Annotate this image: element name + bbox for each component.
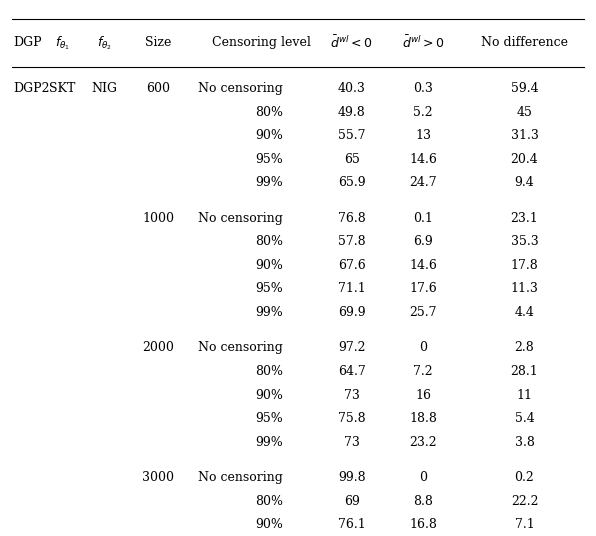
Text: 90%: 90% (255, 259, 283, 272)
Text: 64.7: 64.7 (338, 365, 365, 378)
Text: Size: Size (145, 36, 171, 49)
Text: 11.3: 11.3 (511, 282, 538, 295)
Text: DGP: DGP (13, 36, 42, 49)
Text: 95%: 95% (255, 153, 283, 166)
Text: 0: 0 (419, 471, 427, 484)
Text: 7.2: 7.2 (414, 365, 433, 378)
Text: 40.3: 40.3 (338, 82, 365, 95)
Text: 16: 16 (415, 389, 431, 401)
Text: 3.8: 3.8 (514, 436, 535, 449)
Text: 9.4: 9.4 (514, 176, 535, 189)
Text: 90%: 90% (255, 518, 283, 531)
Text: 16.8: 16.8 (409, 518, 437, 531)
Text: No censoring: No censoring (198, 471, 283, 484)
Text: 80%: 80% (255, 106, 283, 118)
Text: 76.8: 76.8 (338, 212, 365, 225)
Text: SKT: SKT (49, 82, 76, 95)
Text: No censoring: No censoring (198, 212, 283, 225)
Text: 73: 73 (344, 389, 359, 401)
Text: 5.4: 5.4 (514, 412, 535, 425)
Text: 99%: 99% (255, 306, 283, 319)
Text: 35.3: 35.3 (511, 235, 538, 248)
Text: 69: 69 (344, 495, 359, 508)
Text: 8.8: 8.8 (413, 495, 433, 508)
Text: 3000: 3000 (142, 471, 174, 484)
Text: 0.3: 0.3 (413, 82, 433, 95)
Text: 31.3: 31.3 (511, 129, 538, 142)
Text: 65: 65 (344, 153, 359, 166)
Text: 13: 13 (415, 129, 431, 142)
Text: 14.6: 14.6 (409, 153, 437, 166)
Text: 71.1: 71.1 (338, 282, 365, 295)
Text: 0.2: 0.2 (514, 471, 535, 484)
Text: Censoring level: Censoring level (212, 36, 311, 49)
Text: 90%: 90% (255, 129, 283, 142)
Text: NIG: NIG (91, 82, 117, 95)
Text: 5.2: 5.2 (414, 106, 433, 118)
Text: 2.8: 2.8 (514, 341, 535, 354)
Text: 65.9: 65.9 (338, 176, 365, 189)
Text: 97.2: 97.2 (338, 341, 365, 354)
Text: 11: 11 (517, 389, 532, 401)
Text: 57.8: 57.8 (338, 235, 365, 248)
Text: 14.6: 14.6 (409, 259, 437, 272)
Text: 99.8: 99.8 (338, 471, 365, 484)
Text: DGP2: DGP2 (13, 82, 49, 95)
Text: 22.2: 22.2 (511, 495, 538, 508)
Text: 23.2: 23.2 (409, 436, 437, 449)
Text: $f_{\theta_1}$: $f_{\theta_1}$ (55, 34, 70, 51)
Text: 95%: 95% (255, 282, 283, 295)
Text: 24.7: 24.7 (409, 176, 437, 189)
Text: 49.8: 49.8 (338, 106, 365, 118)
Text: 25.7: 25.7 (409, 306, 437, 319)
Text: 0.1: 0.1 (413, 212, 433, 225)
Text: 23.1: 23.1 (511, 212, 538, 225)
Text: No censoring: No censoring (198, 341, 283, 354)
Text: 45: 45 (517, 106, 532, 118)
Text: 90%: 90% (255, 389, 283, 401)
Text: 600: 600 (146, 82, 170, 95)
Text: 1000: 1000 (142, 212, 174, 225)
Text: 20.4: 20.4 (511, 153, 538, 166)
Text: 2000: 2000 (142, 341, 174, 354)
Text: 4.4: 4.4 (514, 306, 535, 319)
Text: $f_{\theta_2}$: $f_{\theta_2}$ (97, 34, 112, 51)
Text: 95%: 95% (255, 412, 283, 425)
Text: 99%: 99% (255, 436, 283, 449)
Text: 17.6: 17.6 (409, 282, 437, 295)
Text: 18.8: 18.8 (409, 412, 437, 425)
Text: No difference: No difference (481, 36, 568, 49)
Text: $\bar{d}^{wl} < 0$: $\bar{d}^{wl} < 0$ (330, 35, 373, 51)
Text: 76.1: 76.1 (338, 518, 365, 531)
Text: 67.6: 67.6 (338, 259, 365, 272)
Text: $\bar{d}^{wl} > 0$: $\bar{d}^{wl} > 0$ (402, 35, 445, 51)
Text: No censoring: No censoring (198, 82, 283, 95)
Text: 69.9: 69.9 (338, 306, 365, 319)
Text: 75.8: 75.8 (338, 412, 365, 425)
Text: 28.1: 28.1 (511, 365, 538, 378)
Text: 73: 73 (344, 436, 359, 449)
Text: 59.4: 59.4 (511, 82, 538, 95)
Text: 55.7: 55.7 (338, 129, 365, 142)
Text: 6.9: 6.9 (413, 235, 433, 248)
Text: 17.8: 17.8 (511, 259, 538, 272)
Text: 80%: 80% (255, 365, 283, 378)
Text: 80%: 80% (255, 495, 283, 508)
Text: 80%: 80% (255, 235, 283, 248)
Text: 99%: 99% (255, 176, 283, 189)
Text: 0: 0 (419, 341, 427, 354)
Text: 7.1: 7.1 (514, 518, 535, 531)
